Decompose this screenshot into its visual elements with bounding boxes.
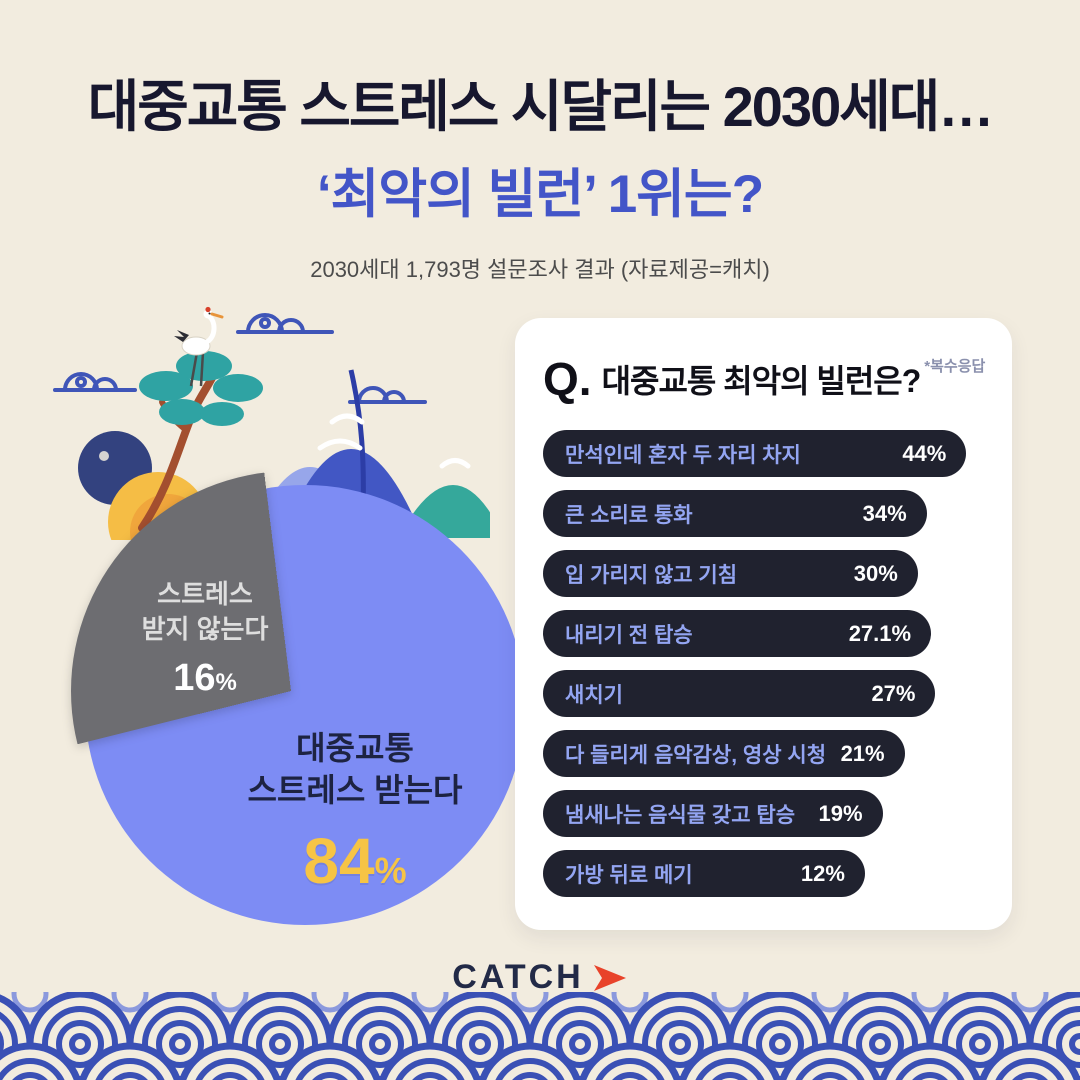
bar-item: 내리기 전 탑승 27.1% [543, 610, 932, 657]
pie-label-no-stress-line1: 스트레스 [157, 579, 253, 609]
catch-arrow-icon [593, 964, 626, 991]
bar-item: 입 가리지 않고 기침 30% [543, 550, 918, 597]
question-header: Q. 대중교통 최악의 빌런은? *복수응답 [543, 352, 986, 406]
crane-icon [174, 306, 224, 387]
bar-label: 내리기 전 탑승 [565, 623, 693, 647]
pine-tree [138, 351, 263, 532]
header: 대중교통 스트레스 시달리는 2030세대… ‘최악의 빌런’ 1위는? 203… [0, 76, 1080, 284]
bar-value: 21% [840, 740, 885, 766]
bar-value: 30% [853, 560, 898, 586]
bar-item: 만석인데 혼자 두 자리 차지 44% [543, 430, 967, 477]
cloud-icon [236, 313, 334, 334]
wave-pattern-border [0, 992, 1080, 1080]
footer: CATCH [0, 958, 1080, 997]
pie-chart: 스트레스 받지 않는다 16% 대중교통 스트레스 받는다 84% [71, 471, 525, 925]
bar-label: 만석인데 혼자 두 자리 차지 [565, 443, 801, 467]
question-text: 대중교통 최악의 빌런은? [601, 363, 922, 399]
bar-label: 냄새나는 음식물 갖고 탑승 [565, 803, 796, 827]
cloud-icon [53, 372, 137, 392]
pie-value-no-stress: 16% [173, 657, 237, 700]
bar-label: 입 가리지 않고 기침 [565, 563, 738, 587]
question-note: *복수응답 [924, 358, 986, 376]
pie-label-stress: 대중교통 스트레스 받는다 84% [210, 727, 500, 904]
bar-label: 새치기 [565, 683, 623, 707]
bar-label: 다 들리게 음악감상, 영상 시청 [565, 743, 827, 767]
bar-label: 가방 뒤로 메기 [565, 863, 693, 887]
bar-value: 19% [818, 800, 863, 826]
bar-item: 냄새나는 음식물 갖고 탑승 19% [543, 790, 883, 837]
page-title-line2: ‘최악의 빌런’ 1위는? [316, 164, 764, 224]
pie-label-no-stress: 스트레스 받지 않는다 16% [110, 577, 300, 704]
bar-value: 27.1% [848, 620, 912, 646]
pie-label-no-stress-line2: 받지 않는다 [141, 614, 269, 645]
bar-item: 가방 뒤로 메기 12% [543, 850, 865, 897]
question-prefix: Q. [543, 353, 592, 405]
page-title-line1: 대중교통 스트레스 시달리는 2030세대… [87, 75, 995, 138]
bar-item: 다 들리게 음악감상, 영상 시청 21% [543, 730, 905, 777]
bar-value: 12% [800, 860, 845, 886]
bar-list: 만석인데 혼자 두 자리 차지 44% 큰 소리로 통화 34% 입 가리지 않… [543, 430, 984, 897]
catch-logo-text: CATCH [452, 958, 584, 996]
bar-value: 34% [862, 500, 907, 526]
bar-value: 27% [871, 680, 916, 706]
survey-caption: 2030세대 1,793명 설문조사 결과 (자료제공=캐치) [310, 256, 770, 282]
bar-item: 큰 소리로 통화 34% [543, 490, 927, 537]
bar-label: 큰 소리로 통화 [565, 503, 693, 527]
pie-value-stress: 84% [303, 825, 407, 898]
bar-value: 44% [902, 440, 947, 466]
pie-label-stress-line2: 스트레스 받는다 [247, 772, 463, 809]
question-card: Q. 대중교통 최악의 빌런은? *복수응답 만석인데 혼자 두 자리 차지 44%… [515, 318, 1012, 930]
pie-slice-no-stress [71, 471, 511, 911]
cloud-icon [348, 386, 427, 404]
bar-item: 새치기 27% [543, 670, 936, 717]
pie-label-stress-line1: 대중교통 [296, 730, 414, 766]
catch-logo: CATCH [452, 958, 627, 997]
